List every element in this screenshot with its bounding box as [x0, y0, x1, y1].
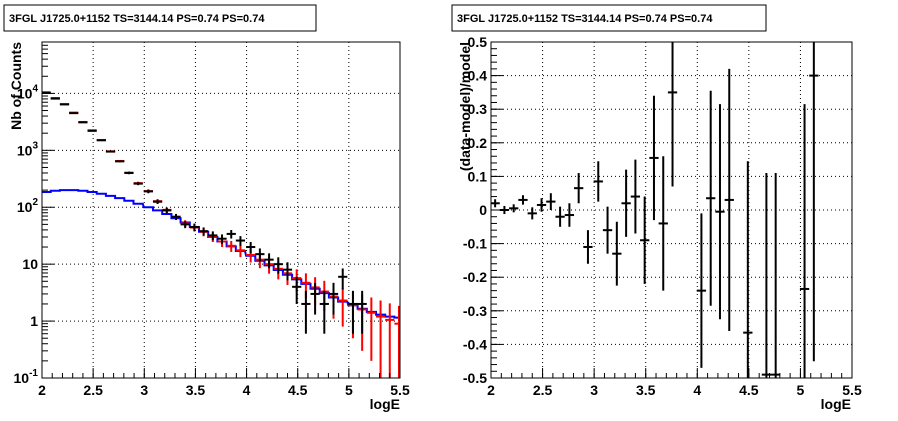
counts-x-tick-label: 2: [38, 382, 46, 398]
residuals-y-tick-label: 0.4: [468, 68, 488, 84]
residuals-x-tick-label: 2.5: [533, 382, 553, 398]
residuals-title-box: [451, 4, 767, 32]
residuals-y-tick-label: -0.5: [463, 370, 487, 386]
residuals-y-tick-label: -0.3: [463, 303, 487, 319]
residuals-title: 3FGL J1725.0+1152 TS=3144.14 PS=0.74 PS=…: [457, 13, 713, 25]
residuals-x-tick-label: 4.5: [739, 382, 759, 398]
counts-y-axis-title: Nb of Counts: [8, 42, 24, 130]
counts-title: 3FGL J1725.0+1152 TS=3144.14 PS=0.74 PS=…: [9, 13, 265, 25]
counts-panel: 2 2.5 3 3.5 4 4.5 5 5.5 10-1 1 10 102 103 104 logE Nb…: [3, 4, 410, 412]
counts-ticks: 2 2.5 3 3.5 4 4.5 5 5.5 10-1 1 10 102 103 104: [14, 41, 410, 398]
residuals-y-tick-label: 0.5: [468, 34, 488, 50]
residuals-x-tick-label: 2: [487, 382, 495, 398]
residuals-x-tick-label: 4: [693, 382, 701, 398]
counts-plot-frame: [41, 41, 401, 379]
counts-series: [42, 91, 400, 378]
counts-x-axis-title: logE: [370, 396, 400, 412]
residuals-y-tick-label: 0.3: [468, 101, 488, 117]
residuals-series: [490, 42, 819, 378]
counts-x-tick-label: 3: [140, 382, 148, 398]
residuals-x-tick-label: 5.5: [842, 382, 862, 398]
counts-x-tick-label: 5.5: [390, 382, 410, 398]
counts-title-box: [3, 4, 317, 32]
residuals-y-axis-title: (data-model)/model: [457, 42, 473, 171]
residuals-y-tick-label: -0.4: [463, 336, 487, 352]
residuals-y-tick-label: 0.2: [468, 135, 488, 151]
counts-y-tick-label: 103: [17, 140, 39, 158]
counts-grid: [42, 42, 400, 378]
residuals-y-tick-label: -0.2: [463, 269, 487, 285]
counts-x-tick-label: 4: [243, 382, 251, 398]
residuals-x-axis-title: logE: [821, 396, 851, 412]
residuals-y-tick-label: 0.1: [468, 168, 488, 184]
residuals-panel: 2 2.5 3 3.5 4 4.5 5 5.5 -0.5 -0.4 -0.3 -0.2 -0.1 0 0.1…: [451, 4, 862, 412]
counts-y-tick-label: 10: [22, 256, 38, 272]
residuals-y-tick-label: -0.1: [463, 236, 487, 252]
residuals-y-tick-label: 0: [479, 202, 487, 218]
counts-y-tick-label: 102: [17, 197, 39, 215]
counts-y-tick-label: 10-1: [14, 368, 39, 386]
residuals-x-tick-label: 3: [590, 382, 598, 398]
counts-y-tick-label: 104: [17, 83, 39, 101]
residuals-x-tick-label: 3.5: [636, 382, 656, 398]
model-step-line: [42, 189, 400, 319]
counts-x-tick-label: 5: [345, 382, 353, 398]
counts-x-tick-label: 2.5: [83, 382, 103, 398]
residuals-x-tick-label: 5: [797, 382, 805, 398]
counts-x-tick-label: 3.5: [186, 382, 206, 398]
residuals-ticks: 2 2.5 3 3.5 4 4.5 5 5.5 -0.5 -0.4 -0.3 -0.2 -0.1 0 0.1…: [463, 34, 862, 398]
counts-x-tick-label: 4.5: [288, 382, 308, 398]
counts-y-tick-label: 1: [30, 313, 38, 329]
